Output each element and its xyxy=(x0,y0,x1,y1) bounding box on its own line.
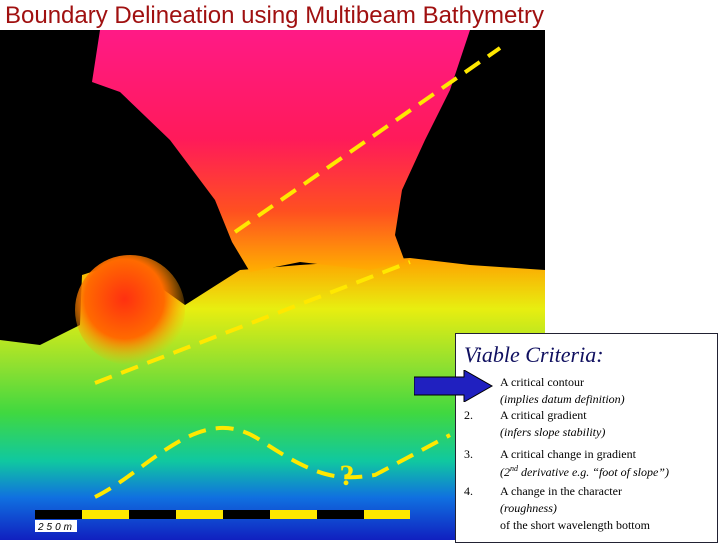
scale-segment xyxy=(364,510,410,519)
scale-bar: 250m xyxy=(35,510,410,533)
item-number: 2. xyxy=(464,408,473,422)
note-sup: nd xyxy=(510,464,518,473)
item-text: A critical change in gradient xyxy=(500,447,636,461)
boundary-line xyxy=(233,46,502,234)
note-text: (2 xyxy=(500,465,510,479)
arrow xyxy=(414,370,494,402)
scale-label-bg xyxy=(35,520,77,532)
item-text: (implies datum definition) xyxy=(500,392,625,406)
lobe xyxy=(75,255,185,365)
boundary-curve xyxy=(94,425,451,499)
scale-label: 250m xyxy=(37,522,75,533)
slide-title: Boundary Delineation using Multibeam Bat… xyxy=(5,2,544,29)
item-text: (roughness) xyxy=(500,501,557,515)
item-text: A critical gradient xyxy=(500,408,587,422)
criteria-heading: Viable Criteria: xyxy=(464,342,604,367)
scale-segment xyxy=(270,510,317,519)
item-number: 3. xyxy=(464,447,473,461)
boundary-line xyxy=(94,260,411,385)
item-text: (infers slope stability) xyxy=(500,425,606,439)
item-note: (2nd derivative e.g. “foot of slope”) xyxy=(500,464,669,480)
scale-segment xyxy=(176,510,223,519)
item-text: A change in the character xyxy=(500,484,622,498)
channel xyxy=(92,30,470,272)
question-mark: ? xyxy=(340,459,355,492)
item-text: of the short wavelength bottom xyxy=(500,518,650,532)
bathymetry-map: ? 250m xyxy=(0,30,545,540)
note-text: derivative e.g. “foot of slope”) xyxy=(518,465,669,479)
item-number: 4. xyxy=(464,484,473,498)
scale-segment xyxy=(82,510,129,519)
item-text: A critical contour xyxy=(500,375,584,389)
criteria-box: Viable Criteria: A critical contour (impl… xyxy=(455,333,718,543)
arrow-shape xyxy=(414,370,494,402)
